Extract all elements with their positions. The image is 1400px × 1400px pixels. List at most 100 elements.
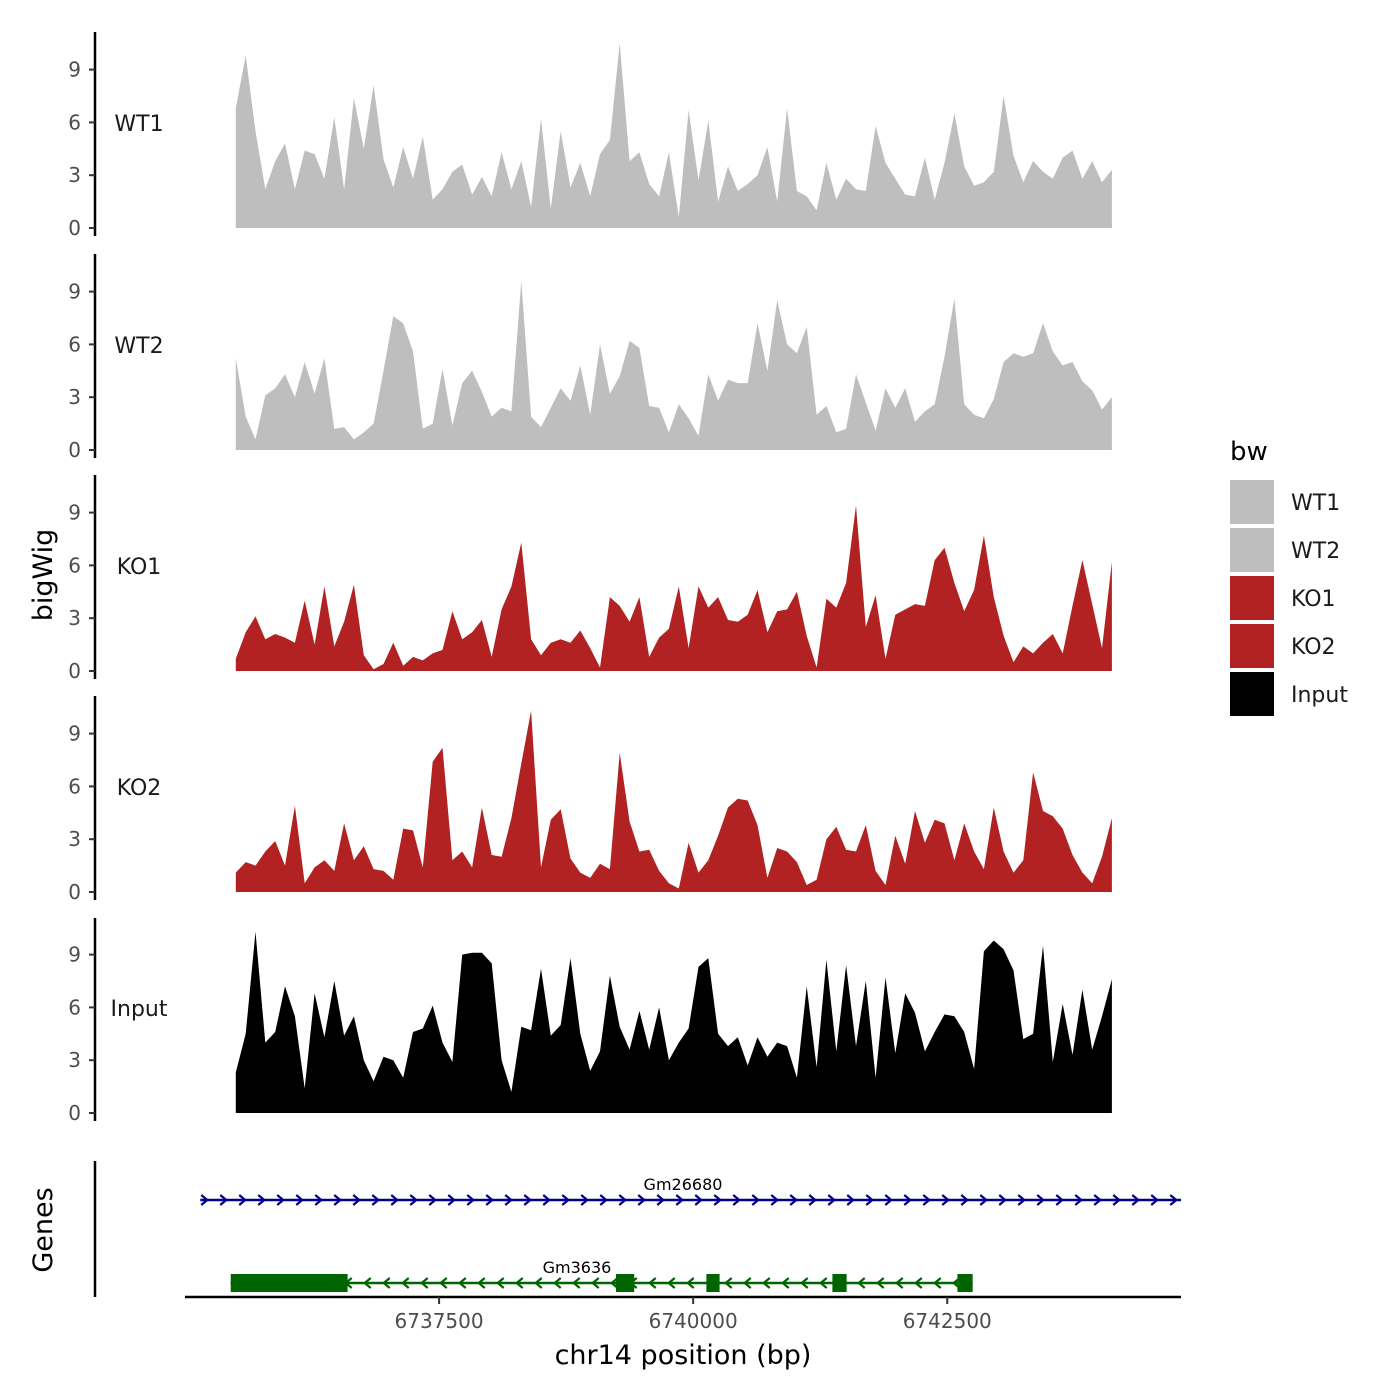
legend-swatch-ko2 <box>1230 624 1274 668</box>
strand-arrow-icon <box>713 1194 722 1206</box>
strand-arrow-icon <box>827 1194 836 1206</box>
gene-gm3636: Gm3636 <box>230 1258 973 1292</box>
strand-arrow-icon <box>428 1194 437 1206</box>
strand-arrow-icon <box>553 1277 562 1289</box>
strand-arrow-icon <box>458 1277 467 1289</box>
strand-arrow-icon <box>819 1277 828 1289</box>
strand-arrow-icon <box>876 1277 885 1289</box>
genes-panel: Gm26680 Gm3636 <box>93 1161 1181 1297</box>
strand-arrow-icon <box>542 1194 551 1206</box>
y-tick-label: 0 <box>68 216 81 240</box>
strand-arrow-icon <box>656 1194 665 1206</box>
strand-arrow-icon <box>382 1277 391 1289</box>
strand-arrow-icon <box>857 1277 866 1289</box>
strand-arrow-icon <box>390 1194 399 1206</box>
strand-arrow-icon <box>1169 1194 1178 1206</box>
exon-block <box>230 1274 348 1292</box>
strand-arrow-icon <box>238 1194 247 1206</box>
y-tick-label: 3 <box>68 827 81 851</box>
y-axis-title: bigWig <box>28 529 59 622</box>
strand-arrow-icon <box>960 1194 969 1206</box>
strand-arrow-icon <box>979 1194 988 1206</box>
area-series-ko1 <box>235 505 1112 671</box>
strand-arrow-icon <box>648 1277 657 1289</box>
strand-arrow-icon <box>895 1277 904 1289</box>
panel-wt2: 0 3 6 9 WT2 <box>68 254 1112 462</box>
strand-arrow-icon <box>257 1194 266 1206</box>
strand-arrow-icon <box>884 1194 893 1206</box>
strand-arrow-icon <box>808 1194 817 1206</box>
strand-arrow-icon <box>333 1194 342 1206</box>
strand-arrow-icon <box>800 1277 809 1289</box>
strand-arrow-icon <box>466 1194 475 1206</box>
strand-arrow-icon <box>1074 1194 1083 1206</box>
y-tick-label: 0 <box>68 659 81 683</box>
area-series-ko2 <box>235 710 1112 892</box>
gene-gm26680: Gm26680 <box>200 1175 1181 1206</box>
strand-arrow-icon <box>743 1277 752 1289</box>
strand-arrow-icon <box>591 1277 600 1289</box>
strand-arrow-icon <box>314 1194 323 1206</box>
strand-arrow-icon <box>477 1277 486 1289</box>
strand-arrow-icon <box>276 1194 285 1206</box>
x-tick-label: 6737500 <box>395 1309 484 1333</box>
strand-arrow-icon <box>781 1277 790 1289</box>
genes-axis-title: Genes <box>28 1187 59 1272</box>
strand-arrow-icon <box>1131 1194 1140 1206</box>
strand-arrow-icon <box>865 1194 874 1206</box>
panel-input: 0 3 6 9 Input <box>68 918 1112 1125</box>
strand-arrow-icon <box>504 1194 513 1206</box>
legend-swatch-ko1 <box>1230 576 1274 620</box>
strand-arrow-icon <box>789 1194 798 1206</box>
y-tick-label: 9 <box>68 58 81 82</box>
legend-label-input: Input <box>1291 683 1348 708</box>
strand-arrow-icon <box>200 1194 209 1206</box>
y-tick-label: 6 <box>68 995 81 1019</box>
track-label-input: Input <box>111 997 168 1022</box>
strand-arrow-icon <box>637 1194 646 1206</box>
strand-arrow-icon <box>1150 1194 1159 1206</box>
track-label-wt1: WT1 <box>114 112 163 137</box>
track-label-ko1: KO1 <box>117 555 162 580</box>
strand-arrow-icon <box>219 1194 228 1206</box>
y-tick-label: 6 <box>68 110 81 134</box>
strand-arrow-icon <box>371 1194 380 1206</box>
y-tick-label: 9 <box>68 280 81 304</box>
y-tick-label: 9 <box>68 943 81 967</box>
legend-swatch-wt1 <box>1230 480 1274 524</box>
y-tick-label: 3 <box>68 385 81 409</box>
strand-arrow-icon <box>363 1277 372 1289</box>
legend-swatch-wt2 <box>1230 528 1274 572</box>
strand-arrow-icon <box>1036 1194 1045 1206</box>
strand-arrow-icon <box>352 1194 361 1206</box>
strand-arrow-icon <box>914 1277 923 1289</box>
strand-arrow-icon <box>770 1194 779 1206</box>
strand-arrow-icon <box>903 1194 912 1206</box>
exon-block <box>706 1274 720 1292</box>
strand-arrow-icon <box>485 1194 494 1206</box>
y-tick-label: 0 <box>68 1101 81 1125</box>
strand-arrow-icon <box>439 1277 448 1289</box>
x-tick-label: 6742500 <box>903 1309 992 1333</box>
strand-arrow-icon <box>675 1194 684 1206</box>
strand-arrow-icon <box>694 1194 703 1206</box>
strand-arrow-icon <box>447 1194 456 1206</box>
area-series-input <box>235 931 1112 1113</box>
x-axis: 6737500 6740000 6742500 <box>185 1295 1181 1333</box>
strand-arrow-icon <box>1055 1194 1064 1206</box>
panel-wt1: 0 3 6 9 WT1 <box>68 32 1112 240</box>
panel-ko1: 0 3 6 9 KO1 <box>68 475 1112 683</box>
legend: bw WT1 WT2 KO1 KO2 Input <box>1230 437 1348 716</box>
y-tick-label: 3 <box>68 163 81 187</box>
y-tick-label: 3 <box>68 606 81 630</box>
strand-arrow-icon <box>732 1194 741 1206</box>
strand-arrow-icon <box>496 1277 505 1289</box>
strand-arrow-icon <box>941 1194 950 1206</box>
y-tick-label: 9 <box>68 501 81 525</box>
strand-arrow-icon <box>534 1277 543 1289</box>
strand-arrow-icon <box>295 1194 304 1206</box>
x-axis-title: chr14 position (bp) <box>555 1340 812 1371</box>
legend-label-wt1: WT1 <box>1291 491 1340 516</box>
strand-arrow-icon <box>561 1194 570 1206</box>
y-tick-label: 9 <box>68 722 81 746</box>
